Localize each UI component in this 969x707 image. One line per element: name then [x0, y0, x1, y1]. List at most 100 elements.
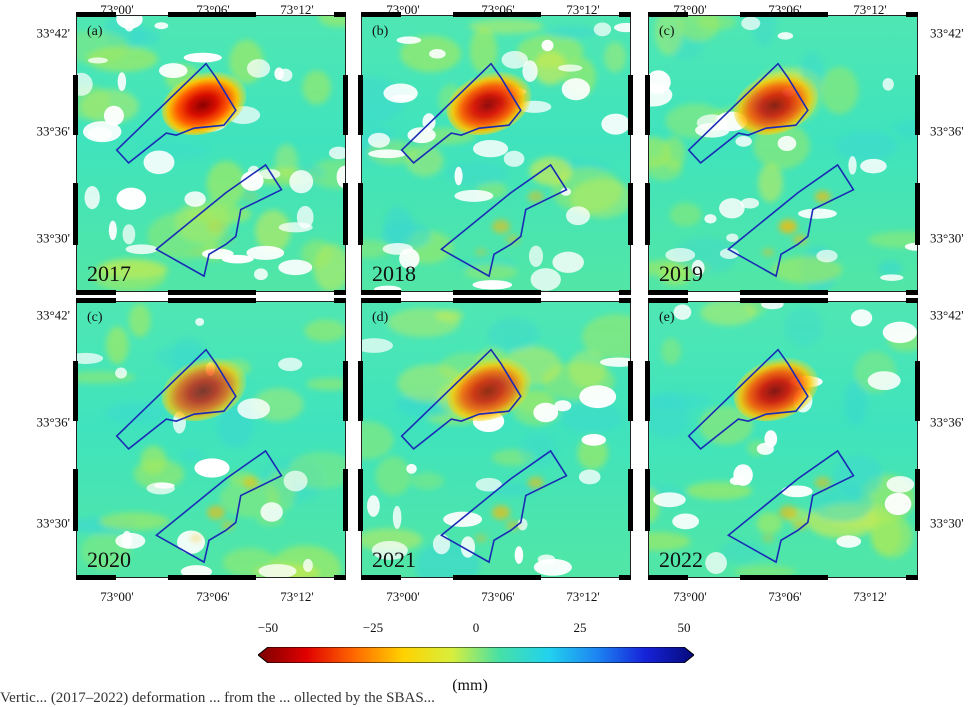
mottle-patch — [147, 211, 222, 260]
no-data-patch — [601, 113, 630, 135]
south-study-area-outline — [155, 449, 283, 564]
no-data-patch — [88, 57, 108, 64]
frame-tick-segment — [628, 75, 633, 135]
no-data-patch — [84, 185, 100, 210]
colorbar-tick-label: 25 — [573, 620, 587, 635]
mottle-patch — [469, 28, 498, 74]
no-data-patch — [194, 458, 230, 478]
left-lat-label: 33°42' — [36, 307, 70, 323]
no-data-patch — [336, 165, 345, 189]
frame-tick-segment — [168, 575, 256, 580]
right-lat-label: 33°42' — [930, 307, 964, 323]
no-data-patch — [382, 243, 414, 255]
mottle-patch — [669, 202, 702, 227]
deformation-map — [77, 16, 345, 291]
south-study-area-outline — [440, 163, 568, 278]
no-data-patch — [541, 39, 554, 52]
mottle-patch — [699, 405, 754, 445]
no-data-patch — [704, 214, 717, 224]
no-data-patch — [201, 248, 234, 260]
mottle-patch — [878, 260, 903, 277]
no-data-patch — [390, 94, 415, 101]
panel-year: 2022 — [659, 547, 703, 572]
panel-year: 2019 — [659, 261, 703, 286]
no-data-patch — [880, 274, 904, 281]
left-lat-label: 33°42' — [36, 25, 70, 41]
no-data-patch — [258, 564, 297, 577]
background-mottle — [77, 303, 345, 577]
frame-tick-segment — [358, 361, 363, 421]
mottle-patch — [106, 326, 129, 365]
mottle-patch — [784, 306, 824, 347]
deformation-map — [649, 16, 917, 291]
panel-letter: (e) — [659, 310, 675, 325]
frame-tick-segment — [619, 298, 631, 303]
background-mottle — [362, 18, 630, 281]
subsidence-spot — [505, 234, 520, 245]
frame-tick-segment — [358, 469, 363, 531]
mottle-patch — [217, 407, 253, 448]
subsidence-spot — [207, 505, 225, 520]
no-data-patch — [719, 198, 745, 219]
no-data-patch — [432, 534, 451, 555]
no-data-patch — [289, 170, 314, 194]
panel-letter: (b) — [372, 24, 389, 39]
south-zone-spots — [475, 476, 544, 543]
no-data-patch — [729, 476, 745, 486]
subsidence-spot — [190, 534, 203, 543]
right-lat-label: 33°42' — [930, 25, 964, 41]
panel-letter: (a) — [87, 24, 103, 39]
mottle-patch — [570, 178, 630, 219]
frame-tick-segment — [645, 183, 650, 245]
no-data-patch — [578, 469, 601, 485]
right-lat-label: 33°30' — [930, 230, 964, 246]
frame-tick-segment — [76, 12, 116, 17]
bottom-lon-label: 73°12' — [566, 589, 600, 604]
mottle-patch — [302, 70, 331, 105]
no-data-patch — [373, 285, 402, 291]
frame-tick-segment — [343, 75, 348, 135]
frame-tick-segment — [628, 361, 633, 421]
mottle-patch — [654, 16, 683, 56]
frame-tick-segment — [740, 575, 828, 580]
mottle-patch — [649, 532, 691, 551]
no-data-patches — [367, 22, 630, 291]
no-data-patch — [886, 476, 915, 493]
no-data-patch — [121, 530, 133, 549]
mottle-patch — [756, 512, 783, 535]
no-data-patch — [116, 16, 143, 29]
no-data-patch — [740, 197, 760, 209]
no-data-patch — [371, 540, 408, 560]
panel-letter: (c) — [659, 24, 675, 39]
deformation-map-panel: (c) 2020 — [76, 301, 346, 578]
no-data-patches — [362, 338, 630, 576]
north-study-area-outline — [400, 348, 522, 451]
mottle-patch — [649, 392, 690, 439]
frame-tick-segment — [906, 290, 918, 295]
no-data-patch — [237, 398, 271, 420]
no-data-patch — [522, 60, 538, 82]
mottle-patch — [487, 317, 540, 351]
subsidence-spot — [207, 219, 225, 234]
mottle-patch — [560, 401, 623, 433]
subsidence-spot — [220, 520, 235, 531]
no-data-patch — [475, 477, 502, 492]
subsidence-spot — [475, 534, 488, 543]
frame-tick-segment — [619, 12, 631, 17]
no-data-patch — [259, 168, 281, 180]
no-data-patch — [552, 251, 584, 273]
subsidence-spot — [505, 520, 520, 531]
no-data-patch — [533, 402, 559, 423]
colorbar-unit: (mm) — [452, 677, 488, 694]
mottle-patch — [836, 131, 897, 162]
no-data-patch — [117, 72, 127, 92]
no-data-patch — [260, 502, 283, 522]
mottle-patch — [99, 512, 170, 531]
no-data-patch — [726, 233, 739, 243]
frame-tick-segment — [358, 183, 363, 245]
mottle-patch — [308, 158, 345, 189]
bottom-lon-label: 73°00' — [673, 589, 707, 604]
no-data-patch — [454, 166, 463, 186]
mottle-patch — [758, 163, 783, 203]
mottle-patch — [871, 514, 913, 559]
